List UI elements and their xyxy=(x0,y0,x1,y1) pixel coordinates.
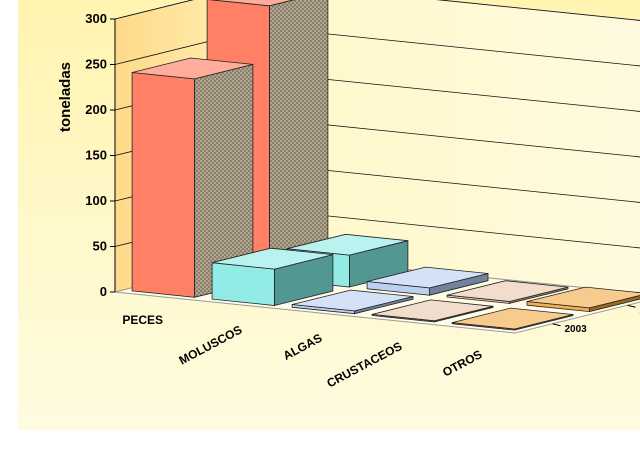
y-tick-label: 50 xyxy=(93,239,107,254)
series-label-2003: 2003 xyxy=(565,324,588,335)
category-label-peces: PECES xyxy=(122,313,163,327)
bar-otros-2002 xyxy=(526,286,640,313)
y-tick-label: 250 xyxy=(85,57,107,72)
bar-otros-2003 xyxy=(451,307,574,331)
y-tick-label: 150 xyxy=(85,148,107,163)
y-axis-label: toneladas xyxy=(57,62,74,132)
series-tick xyxy=(627,304,636,308)
bar-algas-2003 xyxy=(291,289,414,315)
bar-moluscos-2003 xyxy=(211,247,334,307)
bar-crustaceos-2002 xyxy=(446,280,569,304)
y-tick-label: 300 xyxy=(85,11,107,26)
y-tick-label: 0 xyxy=(100,284,107,299)
chart-bars xyxy=(131,0,640,331)
bar-crustaceos-2003 xyxy=(371,299,494,323)
gridline xyxy=(114,0,640,21)
series-tick xyxy=(552,323,561,327)
bar-peces-2003 xyxy=(131,57,254,298)
y-tick-label: 200 xyxy=(85,102,107,117)
y-tick-label: 100 xyxy=(85,193,107,208)
bar-algas-2002 xyxy=(366,266,489,296)
